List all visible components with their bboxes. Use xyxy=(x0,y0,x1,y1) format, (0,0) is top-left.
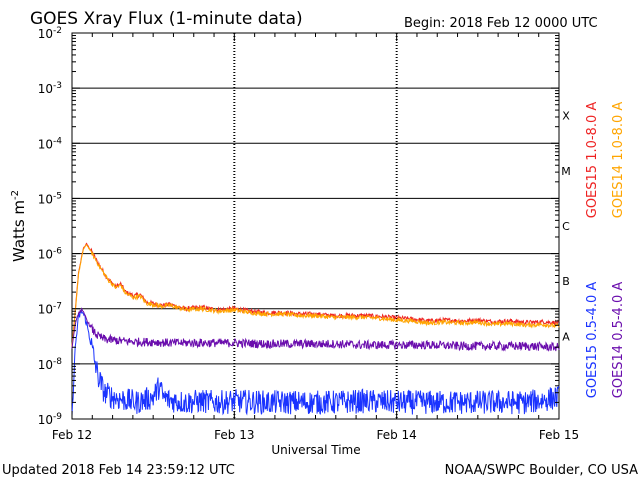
series-line xyxy=(71,307,560,352)
legend-entry: GOES15 0.5-4.0 A xyxy=(585,282,600,399)
legend: GOES15 1.0-8.0 A GOES14 1.0-8.0 A GOES15 0… xyxy=(585,102,626,399)
x-tick-label: Feb 13 xyxy=(214,428,254,442)
x-tick-layer: Feb 12 Feb 13 Feb 14 Feb 15 xyxy=(52,33,579,442)
begin-label: Begin: 2018 Feb 12 0000 UTC xyxy=(404,16,598,31)
y-tick-label: 10-4 xyxy=(38,136,63,151)
x-axis-label: Universal Time xyxy=(271,443,360,457)
legend-entry: GOES15 1.0-8.0 A xyxy=(585,102,600,219)
y-tick-layer: 10-9 10-8 10-7 10-6 10-5 10-4 10-3 10-2 xyxy=(38,26,559,427)
flare-class-label: A xyxy=(562,330,570,343)
y-axis-label: Watts m-2 xyxy=(10,190,28,262)
y-tick-label: 10-6 xyxy=(38,247,63,262)
flare-class-layer: X M C B A xyxy=(561,110,571,344)
series-line xyxy=(71,244,560,347)
grid-layer xyxy=(72,33,559,419)
x-tick-label: Feb 12 xyxy=(52,428,92,442)
y-tick-label: 10-7 xyxy=(38,302,62,317)
series-layer xyxy=(71,242,560,416)
flare-class-label: X xyxy=(562,110,570,123)
y-tick-label: 10-8 xyxy=(38,357,63,372)
flare-class-label: M xyxy=(561,165,571,178)
flare-class-label: C xyxy=(562,220,570,233)
y-tick-label: 10-3 xyxy=(38,81,62,96)
updated-timestamp: Updated 2018 Feb 14 23:59:12 UTC xyxy=(2,463,235,478)
y-tick-label: 10-2 xyxy=(38,26,62,41)
y-tick-label: 10-9 xyxy=(38,412,63,427)
legend-entry: GOES14 1.0-8.0 A xyxy=(611,102,626,219)
chart-title: GOES Xray Flux (1-minute data) xyxy=(30,9,303,29)
data-source: NOAA/SWPC Boulder, CO USA xyxy=(445,463,638,478)
plot-area xyxy=(71,32,560,420)
series-line xyxy=(71,309,560,416)
flare-class-label: B xyxy=(562,275,570,288)
x-tick-label: Feb 14 xyxy=(376,428,416,442)
legend-entry: GOES14 0.5-4.0 A xyxy=(611,282,626,399)
y-tick-label: 10-5 xyxy=(38,191,62,206)
x-tick-label: Feb 15 xyxy=(539,428,579,442)
